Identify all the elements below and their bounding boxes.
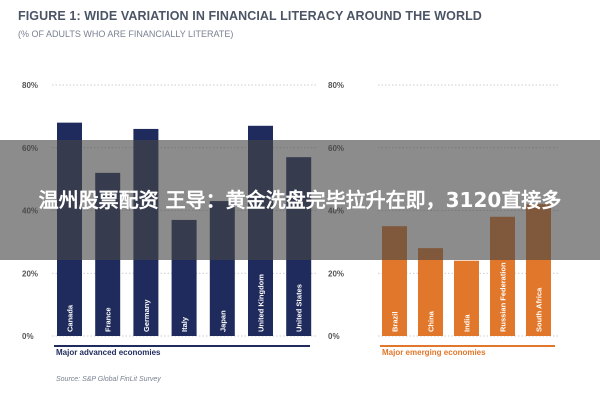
advanced-bar-label: Canada: [66, 304, 75, 332]
advanced-bar-label: United Kingdom: [257, 274, 266, 332]
figure-title: FIGURE 1: WIDE VARIATION IN FINANCIAL LI…: [18, 9, 482, 23]
emerging-bar-label: Russian Federation: [499, 262, 508, 332]
source-note: Source: S&P Global FinLit Survey: [56, 376, 161, 383]
advanced-y-tick-label: 20%: [22, 269, 38, 278]
advanced-y-tick-label: 80%: [22, 81, 38, 90]
advanced-y-tick-label: 0%: [22, 332, 34, 341]
figure-subtitle: (% OF ADULTS WHO ARE FINANCIALLY LITERAT…: [18, 29, 234, 39]
emerging-bar-china: [418, 248, 443, 336]
advanced-bar-label: Germany: [142, 299, 151, 332]
emerging-group-label: Major emerging economies: [382, 348, 486, 357]
advanced-bar-label: United States: [295, 284, 304, 332]
emerging-bar-label: South Africa: [535, 287, 544, 332]
emerging-y-tick-label: 80%: [328, 81, 344, 90]
advanced-group-label: Major advanced economies: [56, 348, 161, 357]
overlay-headline: 温州股票配资 王导：黄金洗盘完毕拉升在即，3120直接多: [38, 188, 562, 212]
emerging-y-tick-label: 0%: [328, 332, 340, 341]
emerging-bar-label: India: [463, 314, 472, 332]
overlay-banner: 温州股票配资 王导：黄金洗盘完毕拉升在即，3120直接多: [0, 140, 600, 260]
emerging-bar-label: China: [427, 310, 436, 332]
emerging-bar-label: Brazil: [391, 312, 400, 332]
advanced-bar-label: Italy: [180, 316, 189, 332]
advanced-bar-label: Japan: [218, 310, 227, 332]
emerging-y-tick-label: 20%: [328, 269, 344, 278]
emerging-bar-india: [454, 260, 479, 336]
advanced-bar-label: France: [104, 307, 113, 332]
